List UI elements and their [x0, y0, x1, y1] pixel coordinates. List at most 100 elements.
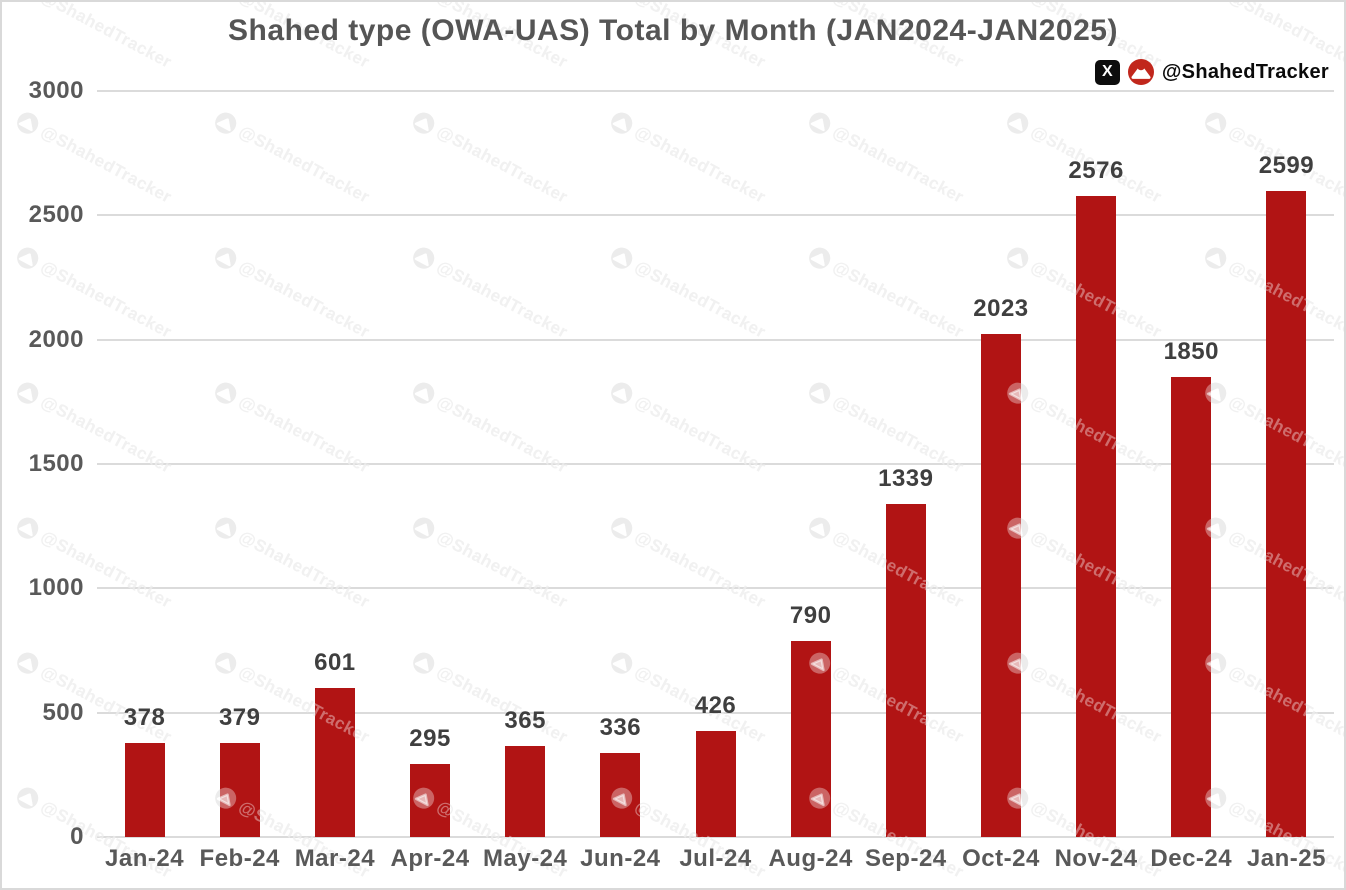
- watermark-text: @ShahedTracker: [433, 796, 571, 882]
- watermark-tile: @ShahedTracker: [211, 0, 374, 74]
- watermark-logo-icon: [215, 247, 237, 269]
- y-axis-tick-label: 0: [70, 823, 84, 850]
- watermark-text: @ShahedTracker: [1027, 121, 1165, 207]
- watermark-tile: @ShahedTracker: [409, 648, 572, 748]
- watermark-tile: @ShahedTracker: [607, 783, 770, 883]
- watermark-text: @ShahedTracker: [631, 0, 769, 72]
- watermark-text: @ShahedTracker: [829, 121, 967, 207]
- watermark-text: @ShahedTracker: [829, 526, 967, 612]
- watermark-tile: @ShahedTracker: [1003, 513, 1166, 613]
- watermark-text: @ShahedTracker: [631, 256, 769, 342]
- watermark-tile: @ShahedTracker: [1201, 0, 1346, 74]
- watermark-logo-icon: [17, 652, 39, 674]
- watermark-tile: @ShahedTracker: [409, 2, 572, 74]
- bar-value-label: 2599: [1258, 151, 1315, 179]
- watermark-logo-icon: [17, 517, 39, 539]
- bar-Apr-24: [410, 763, 451, 837]
- watermark-text: @ShahedTracker: [631, 121, 769, 207]
- watermark-logo-icon: [1003, 0, 1033, 3]
- bar-value-label: 2023: [973, 294, 1029, 322]
- watermark-logo-icon: [1205, 517, 1227, 539]
- x-axis-tick-label: Dec-24: [1150, 845, 1233, 872]
- gridline-0: [97, 836, 1334, 838]
- watermark-text: @ShahedTracker: [235, 391, 373, 477]
- watermark-logo-icon: [809, 517, 831, 539]
- watermark-tile: @ShahedTracker: [409, 108, 572, 208]
- watermark-logo-icon: [1007, 517, 1029, 539]
- bar-value-label: 378: [123, 704, 166, 731]
- y-axis-tick-label: 1000: [28, 574, 84, 602]
- watermark-logo-icon: [413, 652, 435, 674]
- watermark-tile: @ShahedTracker: [409, 783, 572, 883]
- watermark-text: @ShahedTracker: [433, 661, 571, 747]
- bar-value-label: 2576: [1068, 157, 1124, 185]
- x-axis-tick-label: Nov-24: [1054, 845, 1138, 872]
- watermark-logo-icon: [211, 0, 241, 3]
- watermark-text: @ShahedTracker: [37, 121, 175, 207]
- watermark-logo-icon: [17, 112, 39, 134]
- watermark-tile: @ShahedTracker: [607, 378, 770, 478]
- y-axis-tick-label: 1500: [28, 450, 84, 477]
- watermark-text: @ShahedTracker: [1225, 121, 1346, 207]
- watermark-logo-icon: [413, 247, 435, 269]
- bar-value-label: 379: [218, 703, 261, 731]
- bar-value-label: 365: [504, 707, 546, 735]
- x-axis-tick-label: Feb-24: [199, 845, 280, 872]
- watermark-text: @ShahedTracker: [1225, 796, 1346, 882]
- watermark-text: @ShahedTracker: [829, 391, 967, 477]
- watermark-text: @ShahedTracker: [829, 121, 967, 207]
- watermark-text: @ShahedTracker: [433, 391, 571, 477]
- watermark-tile: @ShahedTracker: [805, 648, 968, 748]
- x-axis-tick-label: Jan-24: [105, 845, 185, 872]
- watermark-logo-icon: [17, 247, 39, 269]
- watermark-logo-icon: [1007, 652, 1029, 674]
- watermark-tile: @ShahedTracker: [409, 378, 572, 478]
- bar-Nov-24: [1076, 196, 1117, 837]
- watermark-logo-icon: [611, 787, 633, 809]
- watermark-text: @ShahedTracker: [1225, 0, 1346, 72]
- watermark-tile: @ShahedTracker: [1003, 648, 1166, 748]
- watermark-tile: @ShahedTracker: [409, 243, 572, 343]
- watermark-logo-icon: [1205, 112, 1227, 134]
- watermark-tile: @ShahedTracker: [1003, 108, 1166, 208]
- watermark-text: @ShahedTracker: [433, 256, 571, 342]
- watermark-logo-icon: [611, 517, 633, 539]
- watermark-tile: @ShahedTracker: [1003, 108, 1166, 208]
- watermark-text: @ShahedTracker: [631, 661, 769, 747]
- watermark-tile: @ShahedTracker: [805, 243, 968, 343]
- watermark-tile: @ShahedTracker: [1201, 513, 1344, 613]
- watermark-logo-icon: [17, 382, 39, 404]
- watermark-text: @ShahedTracker: [37, 0, 175, 72]
- watermark-logo-icon: [211, 0, 241, 3]
- watermark-tile: @ShahedTracker: [1201, 243, 1344, 343]
- watermark-tile: @ShahedTracker: [211, 783, 374, 883]
- watermark-logo-icon: [413, 112, 435, 134]
- watermark-logo-icon: [17, 382, 39, 404]
- watermark-logo-icon: [1205, 247, 1227, 269]
- watermark-logo-icon: [1003, 0, 1033, 3]
- watermark-tile: @ShahedTracker: [607, 648, 770, 748]
- watermark-tile: @ShahedTracker: [805, 2, 968, 74]
- watermark-tile: @ShahedTracker: [1201, 2, 1344, 74]
- watermark-logo-icon: [809, 247, 831, 269]
- watermark-tile: @ShahedTracker: [1003, 783, 1166, 883]
- watermark-logo-icon: [1205, 382, 1227, 404]
- watermark-tile: @ShahedTracker: [1003, 0, 1166, 74]
- gridline-500: [97, 711, 1334, 714]
- watermark-logo-icon: [413, 787, 435, 809]
- watermark-tile: @ShahedTracker: [211, 648, 374, 748]
- watermark-text: @ShahedTracker: [433, 796, 571, 882]
- watermark-text: @ShahedTracker: [235, 526, 373, 612]
- watermark-text: @ShahedTracker: [829, 661, 967, 747]
- watermark-text: @ShahedTracker: [1027, 661, 1165, 747]
- bar-value-label: 790: [789, 601, 832, 629]
- watermark-tile: @ShahedTracker: [1003, 243, 1166, 343]
- watermark-tile: @ShahedTracker: [13, 648, 176, 748]
- bar-Sep-24: [885, 504, 926, 837]
- x-axis-tick-label: Apr-24: [390, 845, 470, 872]
- watermark-logo-icon: [611, 112, 633, 134]
- watermark-logo-icon: [215, 787, 237, 809]
- watermark-logo-icon: [611, 652, 633, 674]
